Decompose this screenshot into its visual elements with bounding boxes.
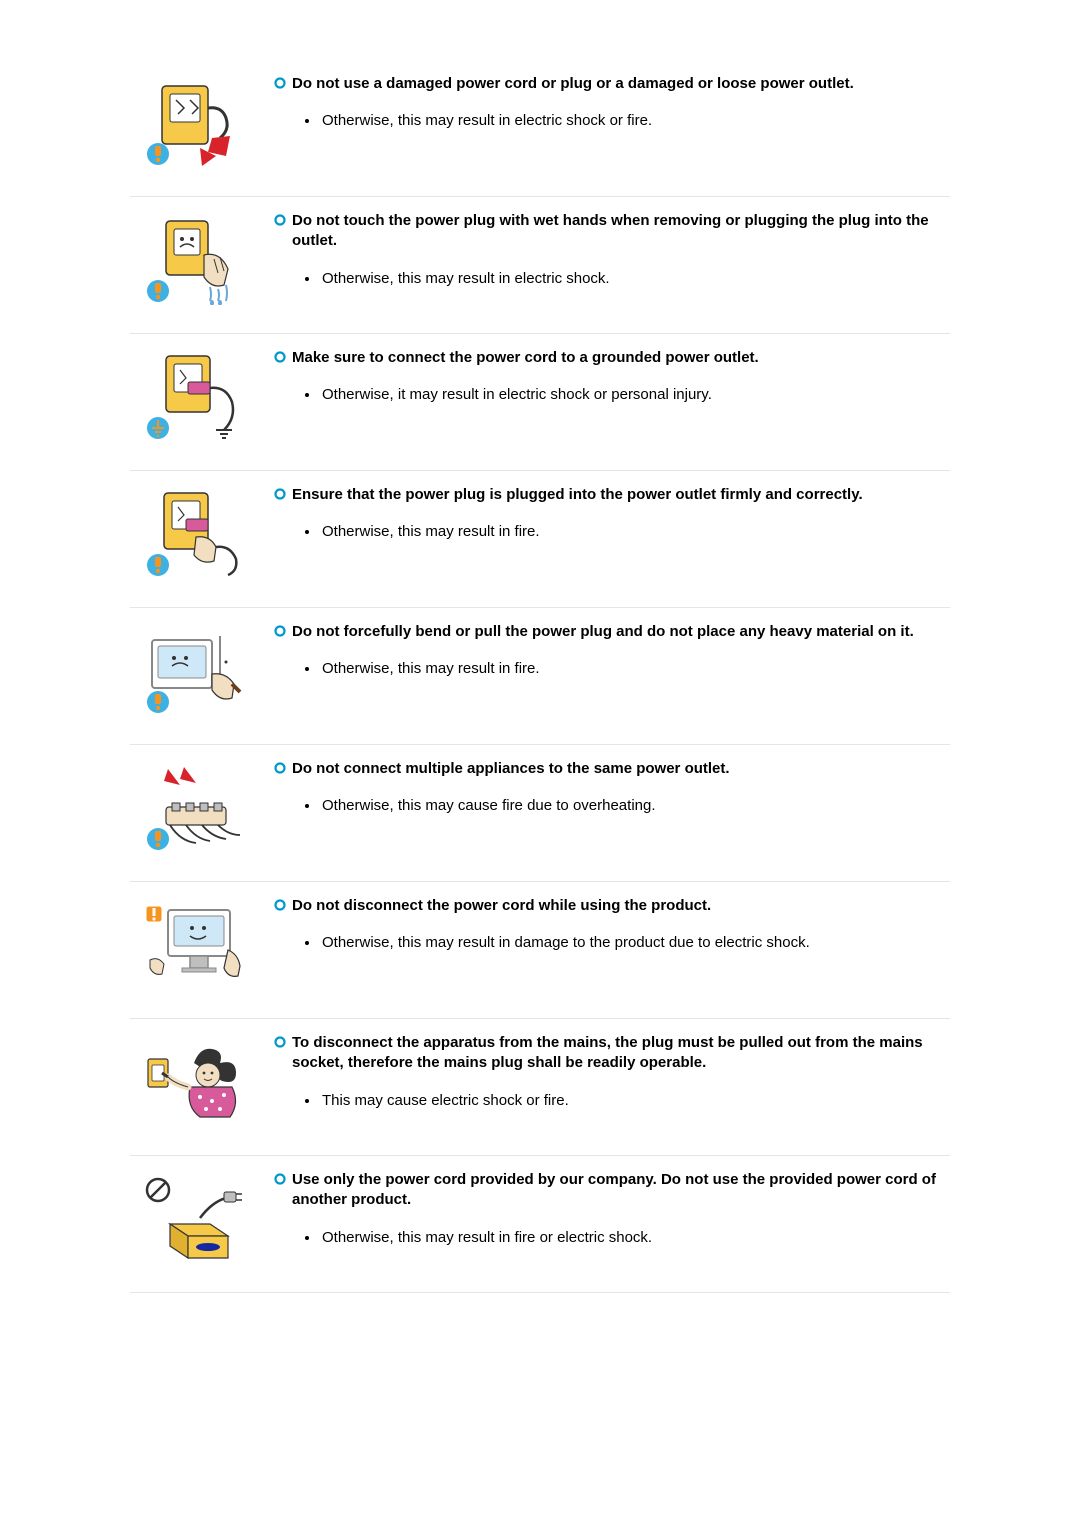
disconnect-using-illustration-icon bbox=[140, 900, 250, 990]
bullet-icon bbox=[274, 1036, 286, 1048]
detail-list: Otherwise, this may result in damage to … bbox=[274, 932, 950, 953]
detail-item: Otherwise, it may result in electric sho… bbox=[320, 384, 950, 405]
bullet-icon bbox=[274, 1173, 286, 1185]
multiple-appliances-illustration-icon bbox=[140, 763, 250, 853]
bullet-icon bbox=[274, 625, 286, 637]
detail-item: Otherwise, this may result in damage to … bbox=[320, 932, 950, 953]
detail-list: Otherwise, this may result in fire. bbox=[274, 658, 950, 679]
heading-line: Do not touch the power plug with wet han… bbox=[274, 211, 950, 252]
instruction-heading: Do not disconnect the power cord while u… bbox=[292, 896, 711, 916]
bend-pull-illustration-icon bbox=[140, 626, 250, 716]
instruction-text: Do not disconnect the power cord while u… bbox=[260, 896, 950, 957]
instruction-row: To disconnect the apparatus from the mai… bbox=[130, 1019, 950, 1156]
detail-item: Otherwise, this may result in fire. bbox=[320, 658, 950, 679]
instruction-text: Do not touch the power plug with wet han… bbox=[260, 211, 950, 293]
instruction-row: Do not connect multiple appliances to th… bbox=[130, 745, 950, 882]
instruction-row: Do not use a damaged power cord or plug … bbox=[130, 60, 950, 197]
detail-item: Otherwise, this may result in electric s… bbox=[320, 268, 950, 289]
instruction-text: To disconnect the apparatus from the mai… bbox=[260, 1033, 950, 1115]
illustration-cell bbox=[130, 211, 260, 305]
instruction-row: Use only the power cord provided by our … bbox=[130, 1156, 950, 1293]
bullet-icon bbox=[274, 214, 286, 226]
instruction-heading: Do not touch the power plug with wet han… bbox=[292, 211, 950, 252]
instruction-text: Do not use a damaged power cord or plug … bbox=[260, 74, 950, 135]
illustration-cell bbox=[130, 74, 260, 168]
detail-list: Otherwise, this may result in fire or el… bbox=[274, 1227, 950, 1248]
detail-list: Otherwise, it may result in electric sho… bbox=[274, 384, 950, 405]
bullet-icon bbox=[274, 488, 286, 500]
instruction-row: Make sure to connect the power cord to a… bbox=[130, 334, 950, 471]
detail-item: Otherwise, this may result in fire or el… bbox=[320, 1227, 950, 1248]
instructions-container: Do not use a damaged power cord or plug … bbox=[130, 60, 950, 1293]
detail-item: Otherwise, this may cause fire due to ov… bbox=[320, 795, 950, 816]
illustration-cell bbox=[130, 348, 260, 442]
detail-list: Otherwise, this may result in electric s… bbox=[274, 268, 950, 289]
instruction-heading: Use only the power cord provided by our … bbox=[292, 1170, 950, 1211]
instruction-heading: Do not forcefully bend or pull the power… bbox=[292, 622, 914, 642]
instruction-text: Ensure that the power plug is plugged in… bbox=[260, 485, 950, 546]
illustration-cell bbox=[130, 759, 260, 853]
instruction-row: Do not touch the power plug with wet han… bbox=[130, 197, 950, 334]
detail-list: This may cause electric shock or fire. bbox=[274, 1090, 950, 1111]
instruction-heading: Do not connect multiple appliances to th… bbox=[292, 759, 730, 779]
heading-line: To disconnect the apparatus from the mai… bbox=[274, 1033, 950, 1074]
illustration-cell bbox=[130, 1033, 260, 1127]
detail-list: Otherwise, this may result in fire. bbox=[274, 521, 950, 542]
bullet-icon bbox=[274, 351, 286, 363]
grounded-outlet-illustration-icon bbox=[140, 352, 250, 442]
heading-line: Use only the power cord provided by our … bbox=[274, 1170, 950, 1211]
instruction-row: Do not forcefully bend or pull the power… bbox=[130, 608, 950, 745]
illustration-cell bbox=[130, 622, 260, 716]
instruction-heading: Do not use a damaged power cord or plug … bbox=[292, 74, 854, 94]
instruction-text: Use only the power cord provided by our … bbox=[260, 1170, 950, 1252]
instruction-row: Ensure that the power plug is plugged in… bbox=[130, 471, 950, 608]
instruction-text: Do not forcefully bend or pull the power… bbox=[260, 622, 950, 683]
detail-list: Otherwise, this may result in electric s… bbox=[274, 110, 950, 131]
bullet-icon bbox=[274, 762, 286, 774]
instruction-heading: Ensure that the power plug is plugged in… bbox=[292, 485, 863, 505]
bullet-icon bbox=[274, 899, 286, 911]
heading-line: Do not disconnect the power cord while u… bbox=[274, 896, 950, 916]
heading-line: Do not forcefully bend or pull the power… bbox=[274, 622, 950, 642]
instruction-heading: Make sure to connect the power cord to a… bbox=[292, 348, 759, 368]
instruction-text: Make sure to connect the power cord to a… bbox=[260, 348, 950, 409]
wet-hands-illustration-icon bbox=[140, 215, 250, 305]
firm-plug-illustration-icon bbox=[140, 489, 250, 579]
heading-line: Make sure to connect the power cord to a… bbox=[274, 348, 950, 368]
detail-item: Otherwise, this may result in fire. bbox=[320, 521, 950, 542]
detail-list: Otherwise, this may cause fire due to ov… bbox=[274, 795, 950, 816]
damaged-cord-illustration-icon bbox=[140, 78, 250, 168]
heading-line: Do not use a damaged power cord or plug … bbox=[274, 74, 950, 94]
illustration-cell bbox=[130, 1170, 260, 1264]
provided-cord-illustration-icon bbox=[140, 1174, 250, 1264]
bullet-icon bbox=[274, 77, 286, 89]
instruction-heading: To disconnect the apparatus from the mai… bbox=[292, 1033, 950, 1074]
detail-item: This may cause electric shock or fire. bbox=[320, 1090, 950, 1111]
heading-line: Ensure that the power plug is plugged in… bbox=[274, 485, 950, 505]
illustration-cell bbox=[130, 485, 260, 579]
heading-line: Do not connect multiple appliances to th… bbox=[274, 759, 950, 779]
detail-item: Otherwise, this may result in electric s… bbox=[320, 110, 950, 131]
instruction-row: Do not disconnect the power cord while u… bbox=[130, 882, 950, 1019]
mains-plug-illustration-icon bbox=[140, 1037, 250, 1127]
illustration-cell bbox=[130, 896, 260, 990]
page: Do not use a damaged power cord or plug … bbox=[0, 0, 1080, 1527]
instruction-text: Do not connect multiple appliances to th… bbox=[260, 759, 950, 820]
